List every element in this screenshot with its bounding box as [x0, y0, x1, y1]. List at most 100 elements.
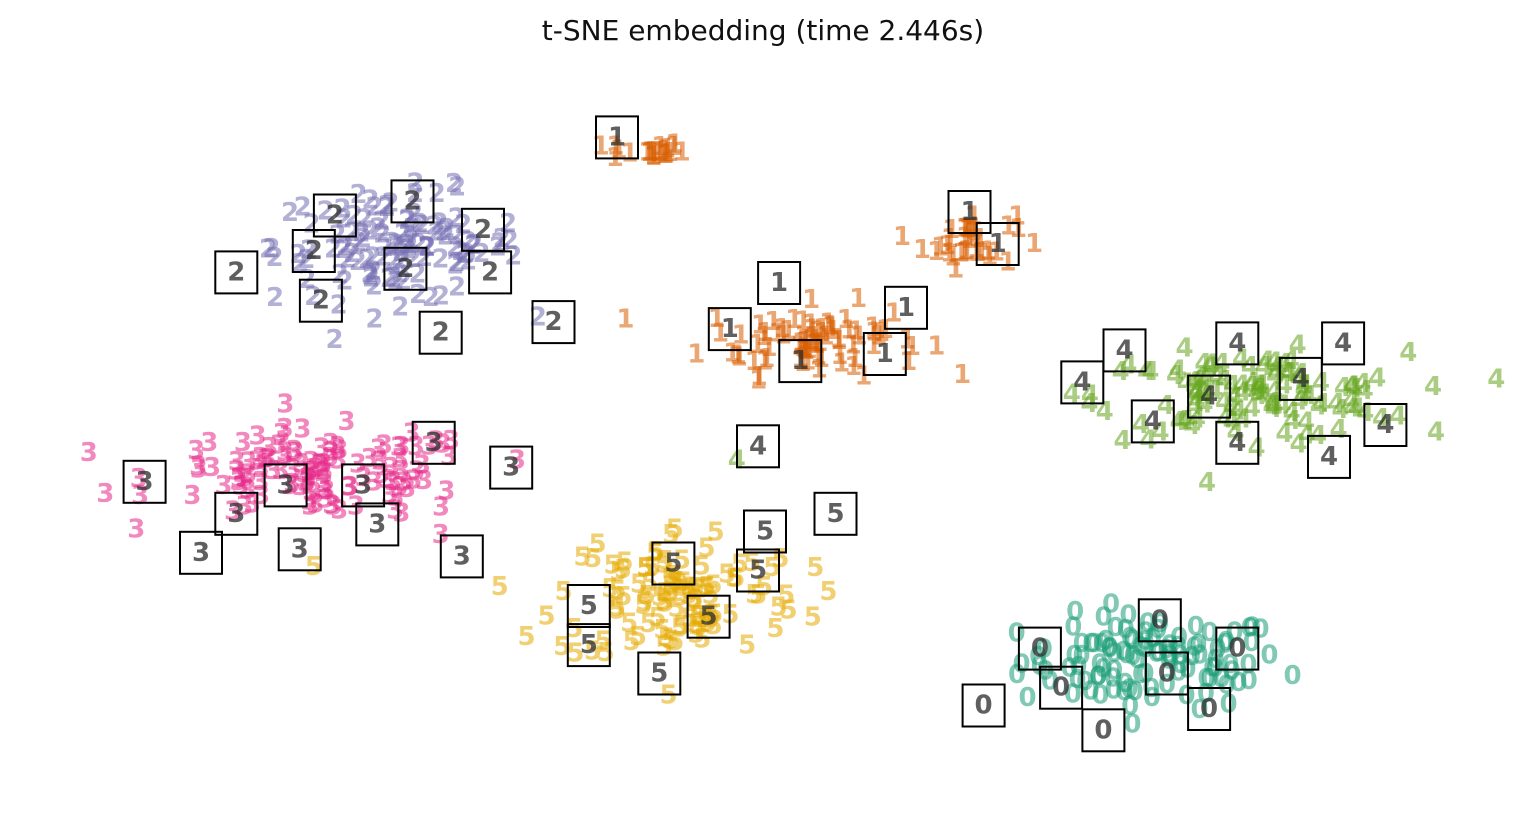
digit-point-0: 0 — [1139, 609, 1157, 639]
digit-point-0: 0 — [1089, 662, 1107, 692]
digit-point-0: 0 — [1190, 640, 1208, 670]
digit-point-0: 0 — [1189, 630, 1207, 660]
digit-point-3: 3 — [372, 460, 390, 490]
digit-point-1: 1 — [960, 214, 978, 244]
thumbnail-digit: 0 — [1052, 673, 1070, 703]
digit-point-3: 3 — [287, 438, 305, 468]
thumbnail-frame — [686, 594, 731, 639]
digit-point-5: 5 — [603, 551, 621, 581]
digit-point-3: 3 — [284, 455, 302, 485]
digit-point-1: 1 — [655, 140, 673, 170]
digit-point-3: 3 — [248, 446, 266, 476]
digit-point-5: 5 — [651, 582, 669, 612]
digit-point-1: 1 — [751, 311, 769, 341]
digit-point-0: 0 — [1260, 640, 1278, 670]
digit-point-1: 1 — [966, 214, 984, 244]
digit-point-3: 3 — [228, 447, 246, 477]
thumbnail-digit: 3 — [354, 470, 372, 500]
digit-point-1: 1 — [723, 339, 741, 369]
digit-point-3: 3 — [313, 474, 331, 504]
digit-point-2: 2 — [362, 263, 380, 293]
digit-point-1: 1 — [785, 305, 803, 335]
thumbnail-digit: 2 — [305, 236, 323, 266]
digit-point-5: 5 — [636, 553, 654, 583]
digit-point-2: 2 — [358, 245, 376, 275]
digit-point-5: 5 — [745, 580, 763, 610]
digit-point-2: 2 — [334, 195, 352, 225]
thumbnail-frame — [1321, 321, 1366, 366]
digit-point-1: 1 — [764, 307, 782, 337]
thumbnail-frame — [947, 190, 992, 234]
thumbnail-frame — [736, 548, 780, 593]
digit-point-3: 3 — [382, 453, 400, 483]
digit-point-0: 0 — [1212, 664, 1230, 694]
digit-point-3: 3 — [239, 460, 257, 490]
thumbnail-box-3: 3 — [179, 530, 223, 575]
digit-point-1: 1 — [809, 341, 827, 371]
digit-point-0: 0 — [1137, 617, 1155, 647]
digit-point-3: 3 — [391, 444, 409, 474]
digit-point-2: 2 — [302, 210, 320, 240]
digit-point-0: 0 — [1105, 638, 1123, 668]
digit-point-5: 5 — [648, 603, 666, 633]
digit-point-1: 1 — [999, 247, 1017, 277]
thumbnail-frame — [390, 179, 435, 224]
digit-point-2: 2 — [437, 222, 455, 252]
digit-point-4: 4 — [1424, 372, 1442, 402]
thumbnail-digit: 2 — [481, 257, 499, 287]
thumbnail-digit: 2 — [403, 186, 421, 216]
digit-point-2: 2 — [422, 283, 440, 313]
digit-point-2: 2 — [281, 198, 299, 228]
digit-point-3: 3 — [227, 457, 245, 487]
thumbnail-digit: 1 — [876, 339, 894, 369]
digit-point-1: 1 — [800, 335, 818, 365]
digit-point-2: 2 — [297, 245, 315, 275]
digit-point-2: 2 — [415, 243, 433, 273]
thumbnail-digit: 1 — [897, 293, 915, 323]
digit-point-5: 5 — [664, 561, 682, 591]
thumbnail-digit: 0 — [1094, 715, 1112, 745]
digit-point-5: 5 — [666, 515, 684, 545]
thumbnail-frame — [418, 310, 463, 355]
digit-point-1: 1 — [759, 333, 777, 363]
digit-point-3: 3 — [413, 450, 431, 480]
digit-point-4: 4 — [1427, 418, 1445, 448]
digit-point-4: 4 — [1205, 376, 1223, 406]
digit-point-5: 5 — [634, 590, 652, 620]
digit-point-2: 2 — [325, 325, 343, 355]
digit-point-1: 1 — [755, 322, 773, 352]
thumbnail-digit: 1 — [770, 268, 788, 298]
digit-point-0: 0 — [1200, 664, 1218, 694]
thumbnail-digit: 4 — [1228, 328, 1246, 358]
digit-point-4: 4 — [1290, 386, 1308, 416]
digit-point-4: 4 — [1192, 362, 1210, 392]
thumbnail-digit: 2 — [474, 215, 492, 245]
digit-point-3: 3 — [322, 438, 340, 468]
digit-point-4: 4 — [1250, 370, 1268, 400]
thumbnail-frame — [1039, 665, 1084, 710]
digit-point-3: 3 — [324, 491, 342, 521]
digit-point-1: 1 — [953, 360, 971, 390]
digit-point-0: 0 — [1187, 612, 1205, 642]
thumbnail-box-5: 5 — [566, 623, 611, 668]
thumbnail-frame — [1144, 651, 1189, 696]
digit-point-5: 5 — [691, 601, 709, 631]
digit-point-4: 4 — [1242, 372, 1260, 402]
thumbnail-digit: 0 — [1151, 605, 1169, 635]
digit-point-2: 2 — [392, 238, 410, 268]
digit-point-5: 5 — [672, 582, 690, 612]
digit-point-5: 5 — [554, 577, 572, 607]
digit-point-4: 4 — [1139, 426, 1157, 456]
thumbnail-frame — [566, 623, 611, 668]
digit-point-4: 4 — [1328, 389, 1346, 419]
digit-point-0: 0 — [1223, 656, 1241, 686]
digit-point-4: 4 — [1252, 370, 1270, 400]
digit-point-5: 5 — [704, 571, 722, 601]
digit-point-1: 1 — [756, 346, 774, 376]
digit-point-2: 2 — [355, 205, 373, 235]
digit-point-3: 3 — [224, 496, 242, 526]
digit-point-5: 5 — [702, 600, 720, 630]
digit-point-1: 1 — [840, 316, 858, 346]
digit-point-1: 1 — [748, 330, 766, 360]
thumbnail-frame — [355, 502, 400, 547]
